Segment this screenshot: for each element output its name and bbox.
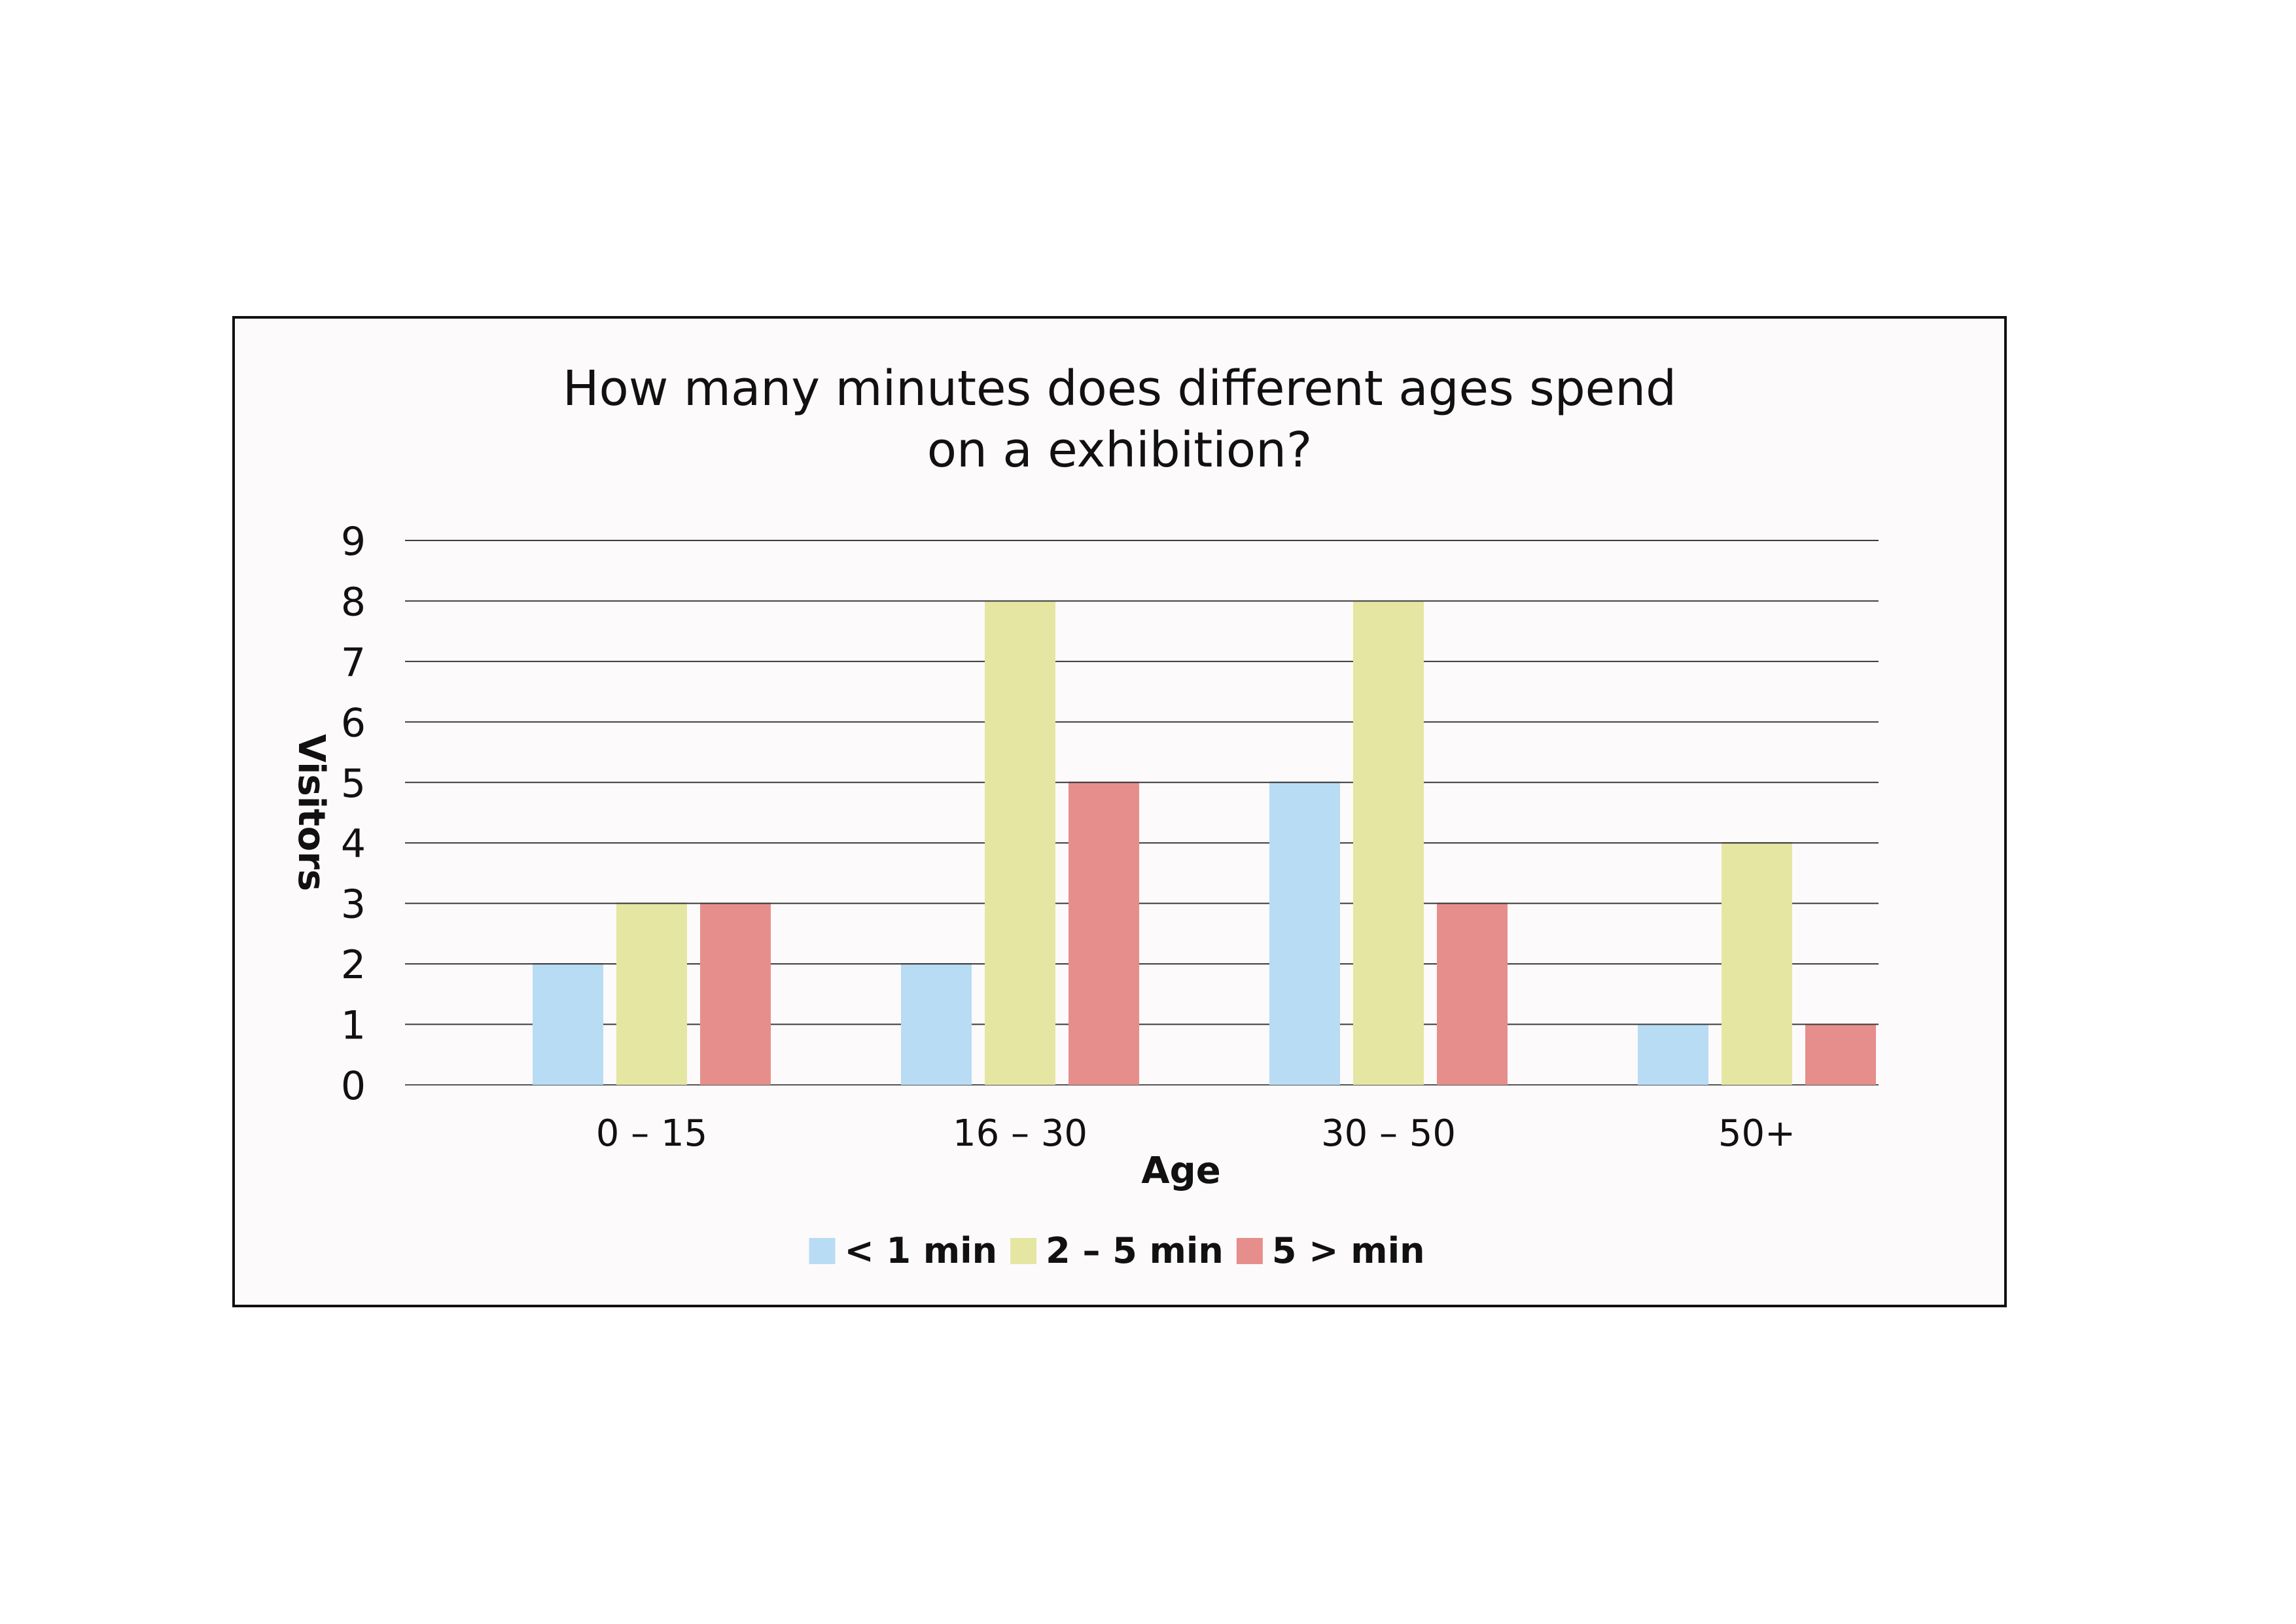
legend-label: 2 – 5 min	[1046, 1230, 1224, 1271]
bar	[1353, 601, 1424, 1085]
bar-chart-plot: 0 1 2 3 4 5 6 7 8 9 0 – 15 16 – 30 30 – 50 50+ Age Visi…	[235, 319, 2004, 1305]
bar	[985, 601, 1055, 1085]
x-tick-label: 50+	[1718, 1112, 1795, 1155]
y-tick-label: 8	[341, 579, 366, 625]
x-tick-label: 30 – 50	[1321, 1112, 1456, 1155]
y-tick-label: 5	[341, 761, 366, 807]
y-tick-label: 9	[341, 519, 366, 565]
x-tick-label: 0 – 15	[596, 1112, 708, 1155]
legend-swatch	[1010, 1238, 1036, 1264]
y-tick-label: 7	[341, 640, 366, 686]
chart-frame: How many minutes does different ages spe…	[232, 316, 2007, 1307]
bar	[901, 964, 972, 1085]
bar	[1805, 1025, 1876, 1085]
y-axis-label: Visitors	[290, 734, 332, 891]
y-tick-label: 3	[341, 882, 366, 928]
y-tick-label: 4	[341, 821, 366, 867]
y-tick-label: 1	[341, 1003, 366, 1049]
legend-swatch	[809, 1238, 835, 1264]
bar	[1437, 904, 1508, 1085]
bar	[533, 964, 603, 1085]
y-tick-label: 6	[341, 700, 366, 746]
bar	[1269, 783, 1340, 1085]
bar	[700, 904, 771, 1085]
x-axis-label: Age	[1141, 1150, 1220, 1192]
bar	[616, 904, 687, 1085]
legend-label: 5 > min	[1272, 1230, 1425, 1271]
legend-swatch	[1237, 1238, 1263, 1264]
y-tick-label: 2	[341, 942, 366, 988]
bar	[1722, 843, 1792, 1085]
bar	[1069, 783, 1139, 1085]
y-tick-label: 0	[341, 1063, 366, 1109]
legend-label: < 1 min	[844, 1230, 997, 1271]
bar	[1638, 1025, 1708, 1085]
x-tick-label: 16 – 30	[953, 1112, 1087, 1155]
